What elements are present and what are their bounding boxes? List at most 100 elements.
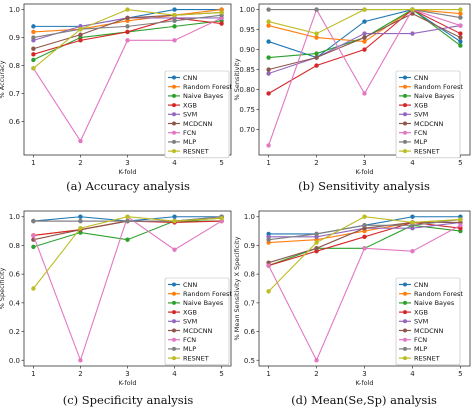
x-tick-label: 2 [78, 370, 82, 378]
y-tick-label: 0.7 [244, 299, 255, 307]
legend-entry: CNN [414, 74, 428, 82]
data-point-mcdcnn [125, 15, 130, 21]
y-tick-label: 0.8 [9, 242, 20, 250]
data-point-naive-bayes [172, 24, 177, 29]
legend-entry: CNN [414, 281, 428, 289]
legend-entry: MCDCNN [414, 120, 444, 128]
y-tick-label: 0.4 [9, 299, 21, 307]
legend-entry: FCN [414, 129, 427, 137]
legend-marker [403, 149, 407, 154]
data-point-mlp [266, 7, 271, 12]
legend-marker [172, 300, 176, 305]
legend-entry: XGB [183, 308, 197, 316]
panel-caption: (d) Mean(Se,Sp) analysis [291, 393, 437, 407]
panel-caption: (c) Specificity analysis [63, 393, 194, 407]
data-point-mcdcnn [266, 67, 271, 72]
data-point-xgb [314, 63, 319, 68]
legend-marker [403, 328, 407, 333]
data-point-resnet [314, 240, 319, 245]
legend-entry: SVM [183, 111, 197, 119]
legend-entry: MLP [414, 138, 427, 146]
data-point-mlp [314, 7, 319, 12]
legend-entry: SVM [183, 318, 197, 326]
data-point-random-forest [458, 11, 463, 16]
legend-entry: RESNET [414, 147, 440, 155]
series-resnet [31, 7, 224, 71]
data-point-fcn [266, 143, 271, 148]
data-point-fcn [362, 91, 367, 96]
y-tick-label: 0.9 [9, 34, 20, 42]
legend-marker [403, 103, 407, 108]
data-point-fcn [362, 246, 367, 251]
series-resnet [266, 214, 463, 294]
series-fcn [266, 223, 463, 363]
data-point-cnn [172, 7, 177, 12]
legend-entry: MLP [414, 345, 427, 353]
y-tick-label: 0.2 [9, 328, 20, 336]
data-point-fcn [314, 358, 319, 363]
data-point-resnet [410, 220, 415, 225]
legend-entry: XGB [414, 308, 428, 316]
data-point-resnet [362, 7, 367, 12]
legend-marker [403, 282, 407, 287]
x-tick-label: 1 [31, 159, 35, 167]
panel-caption: (a) Accuracy analysis [66, 179, 190, 193]
legend-entry: FCN [183, 129, 196, 137]
y-tick-label: 0.8 [9, 62, 20, 70]
panel-2: 1 2 3 4 5 0.70 0.75 0.80 0.85 0.90 0.95 1.00 K-fold%… [233, 3, 471, 176]
legend-marker [172, 282, 176, 287]
y-tick-label: 0.80 [239, 86, 255, 94]
legend-entry: FCN [183, 336, 196, 344]
data-point-svm [362, 31, 367, 36]
y-tick-label: 0.6 [244, 328, 256, 336]
x-tick-label: 5 [458, 159, 462, 167]
x-tick-label: 3 [362, 159, 366, 167]
legend-entry: RESNET [183, 354, 209, 362]
data-point-mlp [266, 237, 271, 242]
data-point-fcn [78, 138, 83, 144]
x-tick-label: 5 [458, 370, 462, 378]
data-point-mlp [458, 15, 463, 20]
y-tick-label: 0.8 [244, 271, 255, 279]
x-tick-label: 3 [125, 370, 129, 378]
legend-entry: Naive Bayes [414, 92, 455, 100]
legend-entry: Random Forest [414, 290, 463, 298]
data-point-naive-bayes [31, 57, 36, 63]
data-point-mlp [314, 231, 319, 237]
legend-marker [403, 356, 407, 361]
data-point-mlp [31, 35, 36, 40]
legend-marker [172, 93, 176, 98]
data-point-fcn [78, 358, 83, 363]
legend-marker [172, 319, 176, 324]
data-point-resnet [31, 66, 36, 71]
data-point-mcdcnn [362, 35, 367, 40]
data-point-fcn [172, 38, 177, 43]
data-point-resnet [410, 7, 415, 12]
legend-marker [172, 130, 176, 135]
y-tick-label: 1.0 [244, 213, 255, 221]
data-point-cnn [31, 24, 36, 29]
legend-entry: Naive Bayes [414, 299, 455, 307]
data-point-resnet [78, 26, 83, 32]
data-point-resnet [266, 19, 271, 24]
data-point-mcdcnn [458, 35, 463, 40]
y-tick-label: 0.85 [239, 66, 255, 74]
data-point-svm [410, 31, 415, 36]
legend-marker [172, 346, 176, 351]
data-point-resnet [458, 217, 463, 222]
data-point-mlp [31, 218, 36, 224]
data-point-xgb [266, 91, 271, 96]
legend-marker [172, 121, 176, 126]
legend-entry: MCDCNN [183, 327, 213, 335]
panel-caption: (b) Sensitivity analysis [298, 179, 430, 193]
data-point-random-forest [362, 39, 367, 44]
y-tick-label: 1.0 [9, 6, 20, 14]
legend-entry: Random Forest [414, 83, 463, 91]
legend-marker [172, 84, 176, 89]
series-resnet [31, 214, 224, 291]
data-point-resnet [219, 10, 224, 15]
legend-marker [172, 103, 176, 108]
y-tick-label: 1.00 [239, 6, 255, 14]
x-axis-label: K-fold [118, 379, 136, 387]
